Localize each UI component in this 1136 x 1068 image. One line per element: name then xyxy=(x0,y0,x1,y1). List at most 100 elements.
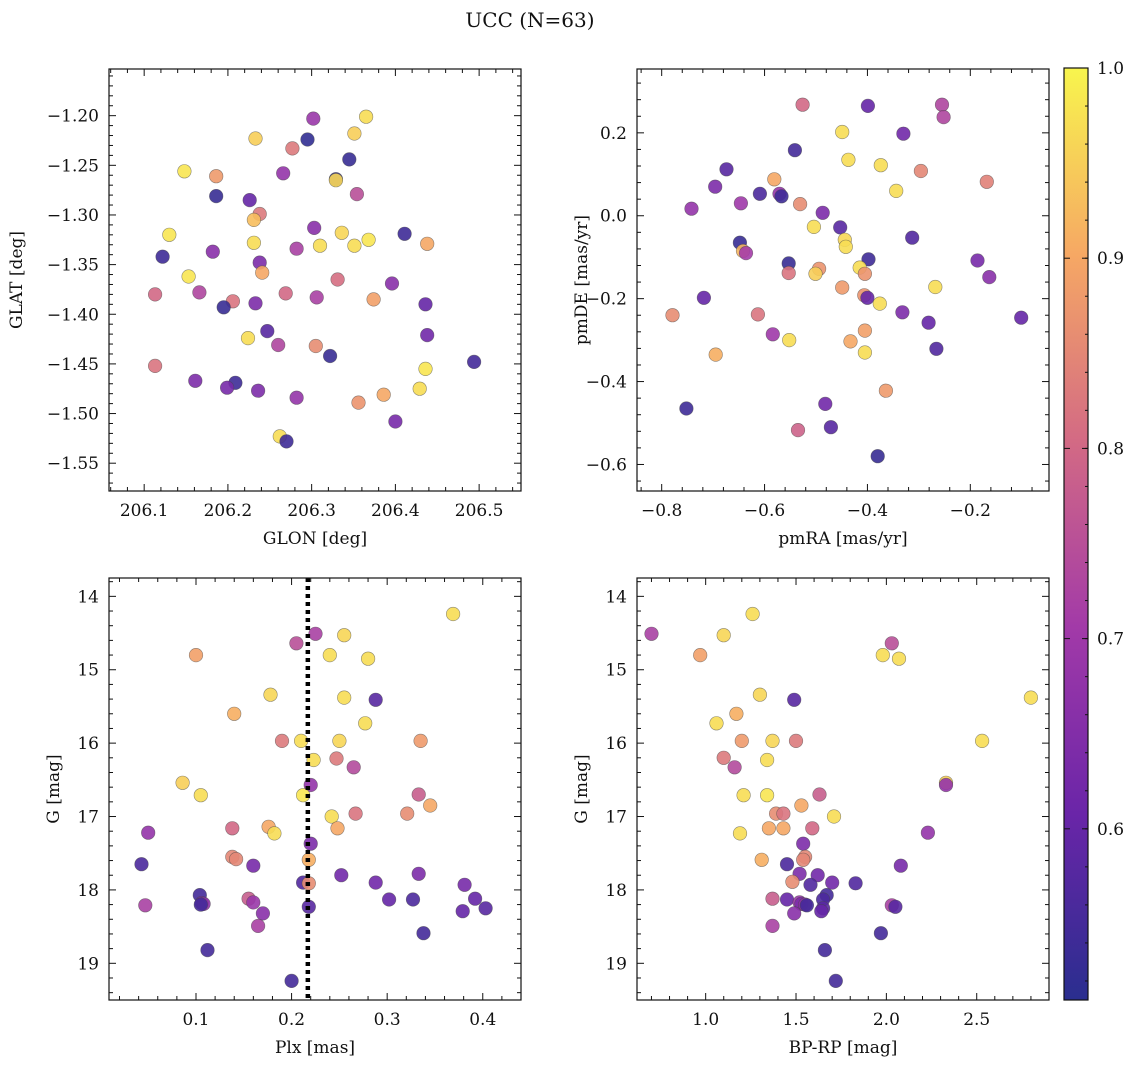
axes-frame xyxy=(636,577,1050,1001)
data-point xyxy=(708,347,723,362)
colorbar-tick-label: 0.8 xyxy=(1097,439,1124,459)
data-point xyxy=(351,395,366,410)
data-point xyxy=(209,169,224,184)
colorbar-tick-label: 1.0 xyxy=(1097,59,1124,79)
data-point xyxy=(148,358,163,374)
data-point xyxy=(716,750,731,765)
data-point xyxy=(857,323,873,338)
x-tick-label: −0.6 xyxy=(744,501,785,521)
data-point xyxy=(709,716,724,731)
x-tick-label: 2.5 xyxy=(963,1010,990,1030)
data-point xyxy=(848,876,863,891)
axes-frame xyxy=(108,68,522,492)
data-point xyxy=(342,152,357,167)
data-point xyxy=(246,212,261,227)
data-point xyxy=(324,809,339,824)
data-point xyxy=(467,354,482,370)
data-point xyxy=(787,692,802,707)
data-point xyxy=(366,292,381,307)
y-tick-label: 18 xyxy=(605,881,627,901)
data-point xyxy=(759,752,775,768)
data-point xyxy=(825,875,840,890)
data-point xyxy=(271,337,286,353)
data-point xyxy=(330,272,345,287)
data-point xyxy=(368,875,383,890)
data-point xyxy=(861,252,876,267)
panel-2: −0.8 −0.6 −0.4 −0.2 −0.6 −0.4 −0.2 0.0 0.2 pmRA [… xyxy=(572,68,1050,549)
data-point xyxy=(478,901,493,916)
data-point xyxy=(841,152,856,167)
y-tick-label: −0.6 xyxy=(586,455,627,475)
x-tick-label: 0.2 xyxy=(278,1010,305,1030)
data-point xyxy=(188,647,204,663)
data-point xyxy=(347,126,362,141)
data-point xyxy=(361,651,376,666)
data-point xyxy=(446,606,461,622)
data-point xyxy=(323,348,338,364)
axes-frame xyxy=(636,68,1050,492)
data-point xyxy=(792,197,808,212)
data-point xyxy=(300,132,315,147)
data-point xyxy=(334,868,349,883)
data-point xyxy=(838,239,853,254)
data-point xyxy=(787,906,802,921)
data-point xyxy=(873,926,889,941)
data-point xyxy=(860,290,875,305)
data-point xyxy=(255,906,271,921)
data-point xyxy=(895,305,910,320)
data-point xyxy=(1014,310,1029,325)
data-point xyxy=(260,324,275,339)
data-point xyxy=(400,806,415,821)
data-point xyxy=(416,926,431,941)
x-axis-label: Plx [mas] xyxy=(275,1038,355,1058)
figure-title: UCC (N=63) xyxy=(465,8,594,32)
data-point xyxy=(679,401,694,416)
data-point xyxy=(806,219,822,234)
data-point xyxy=(289,636,304,651)
x-tick-label: 1.5 xyxy=(782,1010,809,1030)
data-point xyxy=(814,904,829,919)
data-point xyxy=(759,788,775,803)
colorbar-tick-label: 0.6 xyxy=(1097,820,1124,840)
y-tick-label: 14 xyxy=(77,587,99,607)
data-point xyxy=(412,381,427,396)
data-point xyxy=(227,706,242,721)
data-point xyxy=(826,809,842,824)
data-point xyxy=(812,787,827,802)
data-point xyxy=(736,788,751,803)
data-point xyxy=(188,373,203,388)
data-point xyxy=(309,290,324,305)
panel-3: 0.1 0.2 0.3 0.4 14 15 16 17 18 19 Plx [mas] G [mag] xyxy=(44,577,522,1058)
data-point xyxy=(888,899,903,914)
data-point xyxy=(761,821,777,836)
data-point xyxy=(384,276,400,291)
data-point xyxy=(289,390,304,405)
data-point xyxy=(818,396,833,412)
y-axis-label: G [mag] xyxy=(572,754,592,823)
data-point xyxy=(246,858,261,873)
data-point xyxy=(870,449,885,464)
y-axis-label: pmDE [mas/yr] xyxy=(572,215,592,345)
data-point xyxy=(750,307,766,322)
x-tick-label: −0.8 xyxy=(641,501,682,521)
data-point xyxy=(767,172,782,187)
y-tick-label: 17 xyxy=(605,808,627,828)
panel-1: 206.1 206.2 206.3 206.4 206.5 −1.55 −1.50 −1.45… xyxy=(7,68,522,549)
data-point xyxy=(817,942,833,958)
y-tick-label: 15 xyxy=(77,661,99,681)
x-tick-label: 0.3 xyxy=(374,1010,401,1030)
data-point xyxy=(405,892,421,907)
data-point xyxy=(765,327,780,342)
data-point xyxy=(246,895,261,910)
data-point xyxy=(361,232,376,247)
data-point xyxy=(307,220,322,235)
data-point xyxy=(347,238,362,253)
data-point xyxy=(928,279,943,295)
data-point xyxy=(457,877,472,892)
data-point xyxy=(774,189,789,204)
data-point xyxy=(765,918,780,934)
data-point xyxy=(193,788,208,803)
data-point xyxy=(308,338,323,354)
data-point xyxy=(468,891,483,906)
panel-4: 1.0 1.5 2.0 2.5 14 15 16 17 18 19 BP-RP [mag] G [ma… xyxy=(572,577,1050,1058)
